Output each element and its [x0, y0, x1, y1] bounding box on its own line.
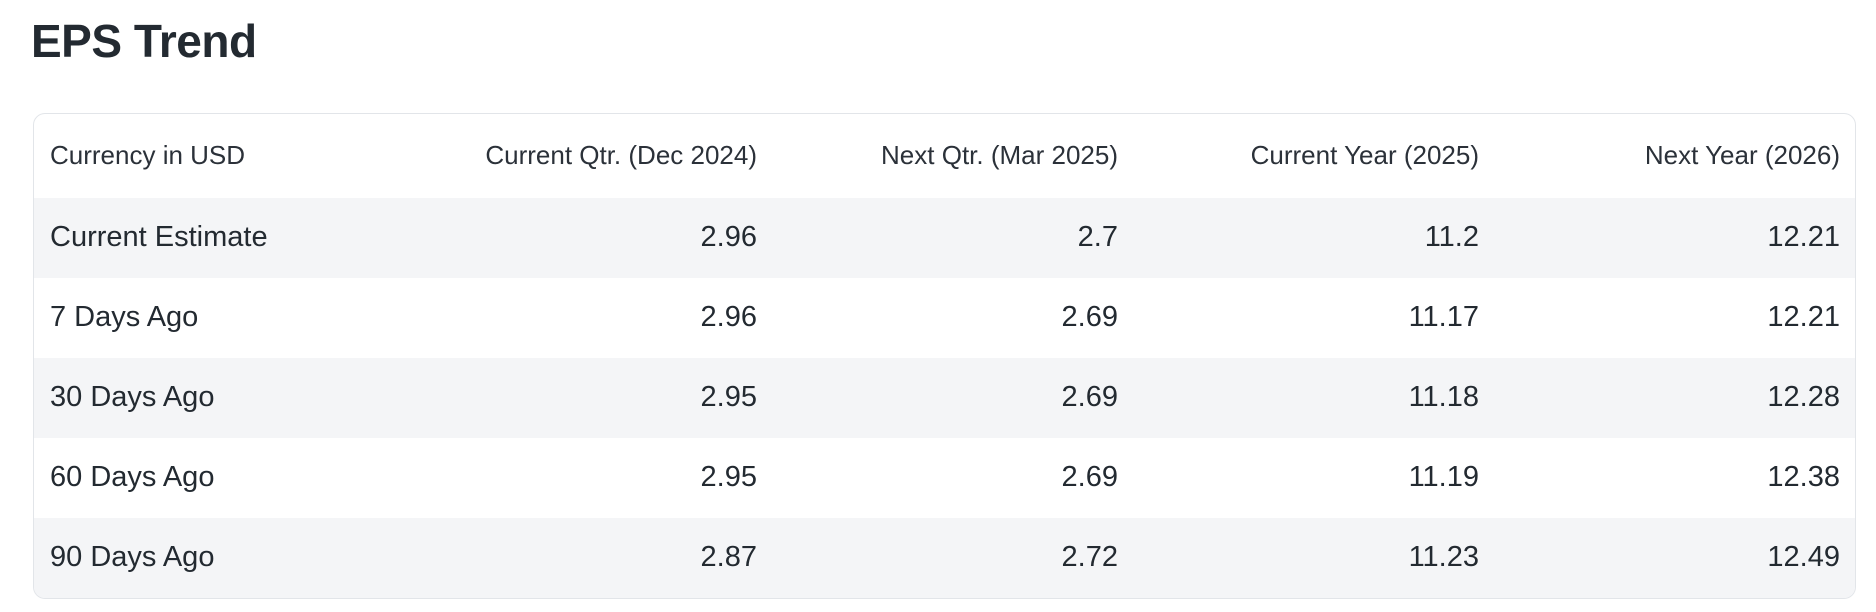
cell-value: 12.21: [1767, 221, 1840, 254]
cell-value: 12.49: [1767, 541, 1840, 574]
row-label: 7 Days Ago: [50, 301, 199, 334]
cell-value: 12.21: [1767, 301, 1840, 334]
cell-value: 11.2: [1424, 221, 1479, 254]
cell-value: 11.23: [1408, 541, 1479, 574]
table-row-current-estimate: Current Estimate 2.96 2.7 11.2 12.21: [34, 197, 1855, 278]
page-title: EPS Trend: [31, 15, 257, 67]
table-row-90-days-ago: 90 Days Ago 2.87 2.72 11.23 12.49: [34, 517, 1855, 598]
cell-value: 2.7: [1077, 221, 1118, 254]
cell-value: 2.69: [1061, 461, 1118, 494]
cell-value: 11.17: [1408, 301, 1479, 334]
row-label: 60 Days Ago: [50, 461, 215, 494]
column-header-current-year: Current Year (2025): [1250, 140, 1479, 171]
table-row-30-days-ago: 30 Days Ago 2.95 2.69 11.18 12.28: [34, 357, 1855, 438]
cell-value: 2.69: [1061, 381, 1118, 414]
cell-value: 2.96: [700, 221, 757, 254]
column-header-next-qtr: Next Qtr. (Mar 2025): [881, 140, 1118, 171]
eps-trend-table: Currency in USD Current Qtr. (Dec 2024) …: [34, 114, 1855, 598]
column-header-next-year: Next Year (2026): [1644, 140, 1840, 171]
cell-value: 2.69: [1061, 301, 1118, 334]
column-header-current-qtr: Current Qtr. (Dec 2024): [485, 140, 757, 171]
table-header-row: Currency in USD Current Qtr. (Dec 2024) …: [34, 114, 1855, 198]
cell-value: 11.19: [1408, 461, 1479, 494]
cell-value: 2.95: [700, 461, 757, 494]
cell-value: 2.96: [700, 301, 757, 334]
cell-value: 2.72: [1061, 541, 1118, 574]
row-label: 30 Days Ago: [50, 381, 215, 414]
cell-value: 12.28: [1767, 381, 1840, 414]
cell-value: 12.38: [1767, 461, 1840, 494]
cell-value: 2.95: [700, 381, 757, 414]
cell-value: 11.18: [1408, 381, 1479, 414]
table-row-60-days-ago: 60 Days Ago 2.95 2.69 11.19 12.38: [34, 438, 1855, 518]
table-row-7-days-ago: 7 Days Ago 2.96 2.69 11.17 12.21: [34, 278, 1855, 358]
eps-trend-card: Currency in USD Current Qtr. (Dec 2024) …: [33, 112, 1856, 599]
row-label: Current Estimate: [50, 221, 268, 254]
row-label: 90 Days Ago: [50, 541, 215, 574]
cell-value: 2.87: [700, 541, 757, 574]
column-header-currency: Currency in USD: [50, 140, 246, 171]
